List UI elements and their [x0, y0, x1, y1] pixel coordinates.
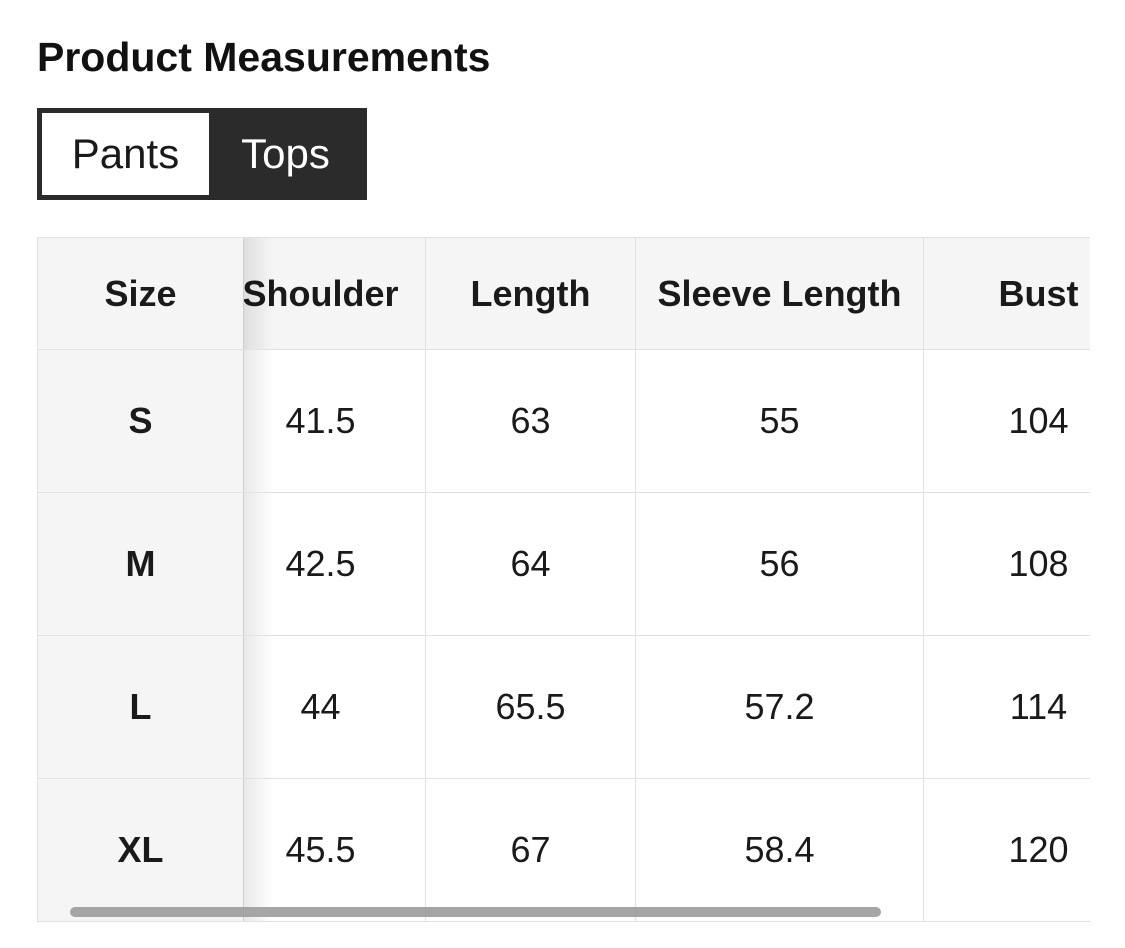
measurement-cell: 41.5: [216, 350, 426, 493]
column-header-bust: Bust: [924, 237, 1090, 350]
measurement-cell: 44: [216, 636, 426, 779]
product-measurements-section: Product Measurements Pants Tops Size Sho…: [37, 34, 1090, 922]
measurement-cell: 64: [426, 493, 636, 636]
measurements-table: Size Shoulder Length Sleeve Length Bust …: [37, 237, 1090, 922]
measurements-table-wrap: Size Shoulder Length Sleeve Length Bust …: [37, 237, 1090, 922]
measurement-cell: 63: [426, 350, 636, 493]
measurement-cell: 42.5: [216, 493, 426, 636]
measurement-cell: 65.5: [426, 636, 636, 779]
size-label-cell: S: [37, 350, 273, 493]
toggle-option-pants[interactable]: Pants: [42, 113, 209, 195]
page-title: Product Measurements: [37, 34, 491, 80]
table-row: M 42.5 64 56 108: [37, 493, 1090, 636]
measurement-cell: 45.5: [216, 779, 426, 922]
column-header-size: Size: [37, 237, 273, 350]
measurement-cell: 55: [636, 350, 924, 493]
measurement-cell: 108: [924, 493, 1090, 636]
table-row: L 44 65.5 57.2 114: [37, 636, 1090, 779]
measurement-cell: 56: [636, 493, 924, 636]
measurement-cell: 120: [924, 779, 1090, 922]
size-label-cell: M: [37, 493, 273, 636]
table-row: XL 45.5 67 58.4 120: [37, 779, 1090, 922]
measurements-table-scroll[interactable]: Size Shoulder Length Sleeve Length Bust …: [37, 237, 1090, 922]
horizontal-scrollbar-thumb[interactable]: [70, 907, 881, 917]
size-label-cell: L: [37, 636, 273, 779]
measurement-cell: 58.4: [636, 779, 924, 922]
header-row: Size Shoulder Length Sleeve Length Bust: [37, 237, 1090, 350]
measurement-cell: 57.2: [636, 636, 924, 779]
toggle-option-tops[interactable]: Tops: [209, 113, 362, 195]
table-row: S 41.5 63 55 104: [37, 350, 1090, 493]
size-label-cell: XL: [37, 779, 273, 922]
column-header-shoulder: Shoulder: [216, 237, 426, 350]
category-toggle: Pants Tops: [37, 108, 367, 200]
measurement-cell: 104: [924, 350, 1090, 493]
column-header-sleeve-length: Sleeve Length: [636, 237, 924, 350]
measurement-cell: 67: [426, 779, 636, 922]
measurement-cell: 114: [924, 636, 1090, 779]
column-header-length: Length: [426, 237, 636, 350]
